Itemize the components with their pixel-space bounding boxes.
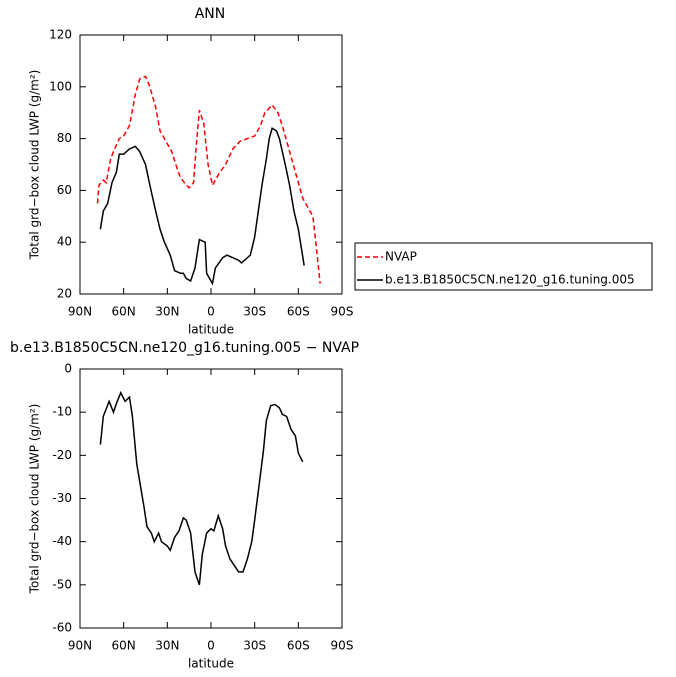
y-tick-label: -20: [52, 448, 72, 462]
x-tick-label: 90S: [331, 305, 354, 319]
legend-label: NVAP: [385, 250, 417, 264]
chart-title: ANN: [195, 6, 226, 22]
data-line: [96, 75, 321, 284]
x-tick-label: 0: [207, 639, 215, 653]
y-tick-label: 60: [57, 183, 72, 197]
y-axis-label: Total grd−box cloud LWP (g/m²): [28, 70, 42, 261]
data-line: [99, 390, 304, 586]
x-axis-label: latitude: [188, 657, 234, 671]
y-tick-label: 20: [57, 287, 72, 301]
x-tick-label: 30N: [155, 305, 179, 319]
plot-frame: [79, 368, 343, 629]
legend-box: [354, 242, 653, 291]
x-tick-label: 60S: [287, 639, 310, 653]
x-tick-label: 30N: [155, 639, 179, 653]
x-tick-label: 0: [207, 305, 215, 319]
y-tick-label: 0: [64, 362, 72, 376]
x-tick-label: 60N: [112, 639, 136, 653]
y-tick-label: -50: [52, 577, 72, 591]
y-tick-label: -60: [52, 621, 72, 635]
y-tick-label: -30: [52, 491, 72, 505]
x-tick-label: 60N: [112, 305, 136, 319]
x-tick-label: 90N: [68, 305, 92, 319]
y-tick-label: -40: [52, 534, 72, 548]
y-tick-label: -10: [52, 405, 72, 419]
x-tick-label: 30S: [243, 305, 266, 319]
y-tick-label: 40: [57, 235, 72, 249]
x-tick-label: 90S: [331, 639, 354, 653]
x-tick-label: 30S: [243, 639, 266, 653]
data-line: [99, 127, 305, 286]
legend-label: b.e13.B1850C5CN.ne120_g16.tuning.005: [385, 273, 635, 287]
y-axis-label: Total grd−box cloud LWP (g/m²): [28, 404, 42, 595]
chart-title: b.e13.B1850C5CN.ne120_g16.tuning.005 − N…: [10, 340, 359, 356]
y-tick-label: 120: [49, 28, 72, 42]
y-tick-label: 100: [49, 79, 72, 93]
x-axis-label: latitude: [188, 323, 234, 337]
y-tick-label: 80: [57, 131, 72, 145]
x-tick-label: 60S: [287, 305, 310, 319]
x-tick-label: 90N: [68, 639, 92, 653]
